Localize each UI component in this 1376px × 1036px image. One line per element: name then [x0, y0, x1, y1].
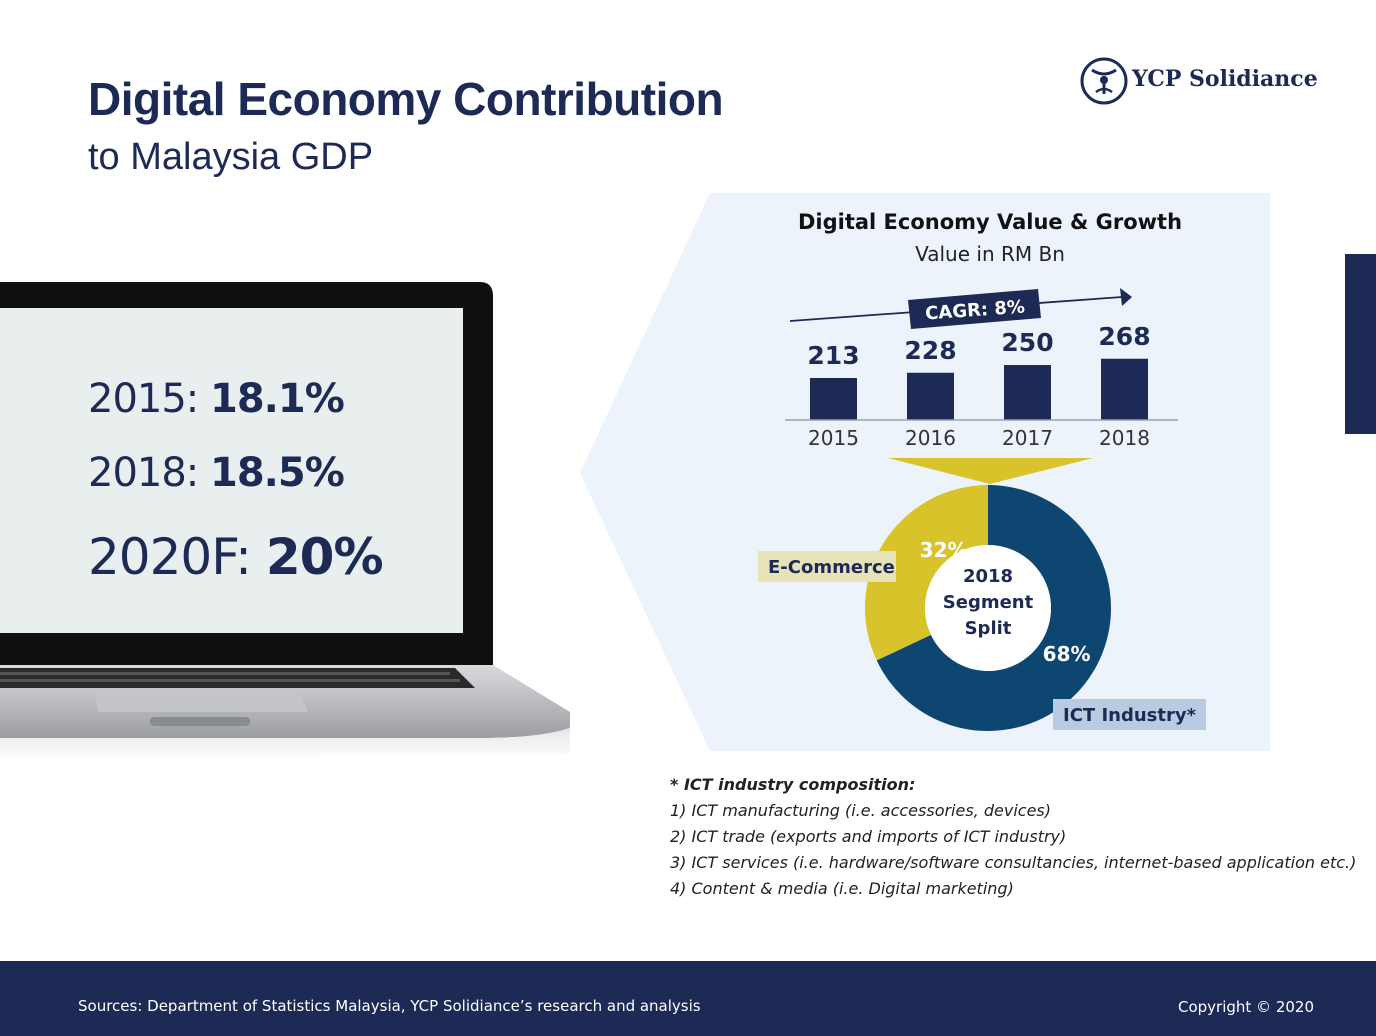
ycp-logo-icon [1080, 57, 1128, 105]
stat-2015: 2015: 18.1% [88, 376, 345, 422]
chart-subtitle: Value in RM Bn [915, 242, 1065, 266]
footnote-item: 2) ICT trade (exports and imports of ICT… [670, 827, 1067, 846]
logo-text: YCP Solidiance [1132, 66, 1318, 92]
footnotes: * ICT industry composition: 1) ICT manuf… [670, 772, 1356, 902]
footer-sources: Sources: Department of Statistics Malays… [78, 997, 701, 1015]
footnote-item: 3) ICT services (i.e. hardware/software … [670, 853, 1357, 872]
footer-copyright: Copyright © 2020 [1178, 998, 1315, 1016]
chart-panel [580, 193, 1270, 751]
stat-2020f: 2020F: 20% [88, 528, 384, 586]
side-tab [1345, 254, 1376, 434]
chart-title: Digital Economy Value & Growth [797, 210, 1183, 234]
footer-bar [0, 961, 1376, 1036]
footnote-item: 4) Content & media (i.e. Digital marketi… [670, 879, 1014, 898]
footnote-heading: * ICT industry composition: [670, 775, 916, 794]
stat-2018: 2018: 18.5% [88, 450, 345, 496]
footnote-item: 1) ICT manufacturing (i.e. accessories, … [670, 801, 1051, 820]
page-subtitle: to Malaysia GDP [88, 136, 374, 178]
page-title: Digital Economy Contribution [88, 73, 724, 125]
laptop-illustration [0, 282, 570, 760]
